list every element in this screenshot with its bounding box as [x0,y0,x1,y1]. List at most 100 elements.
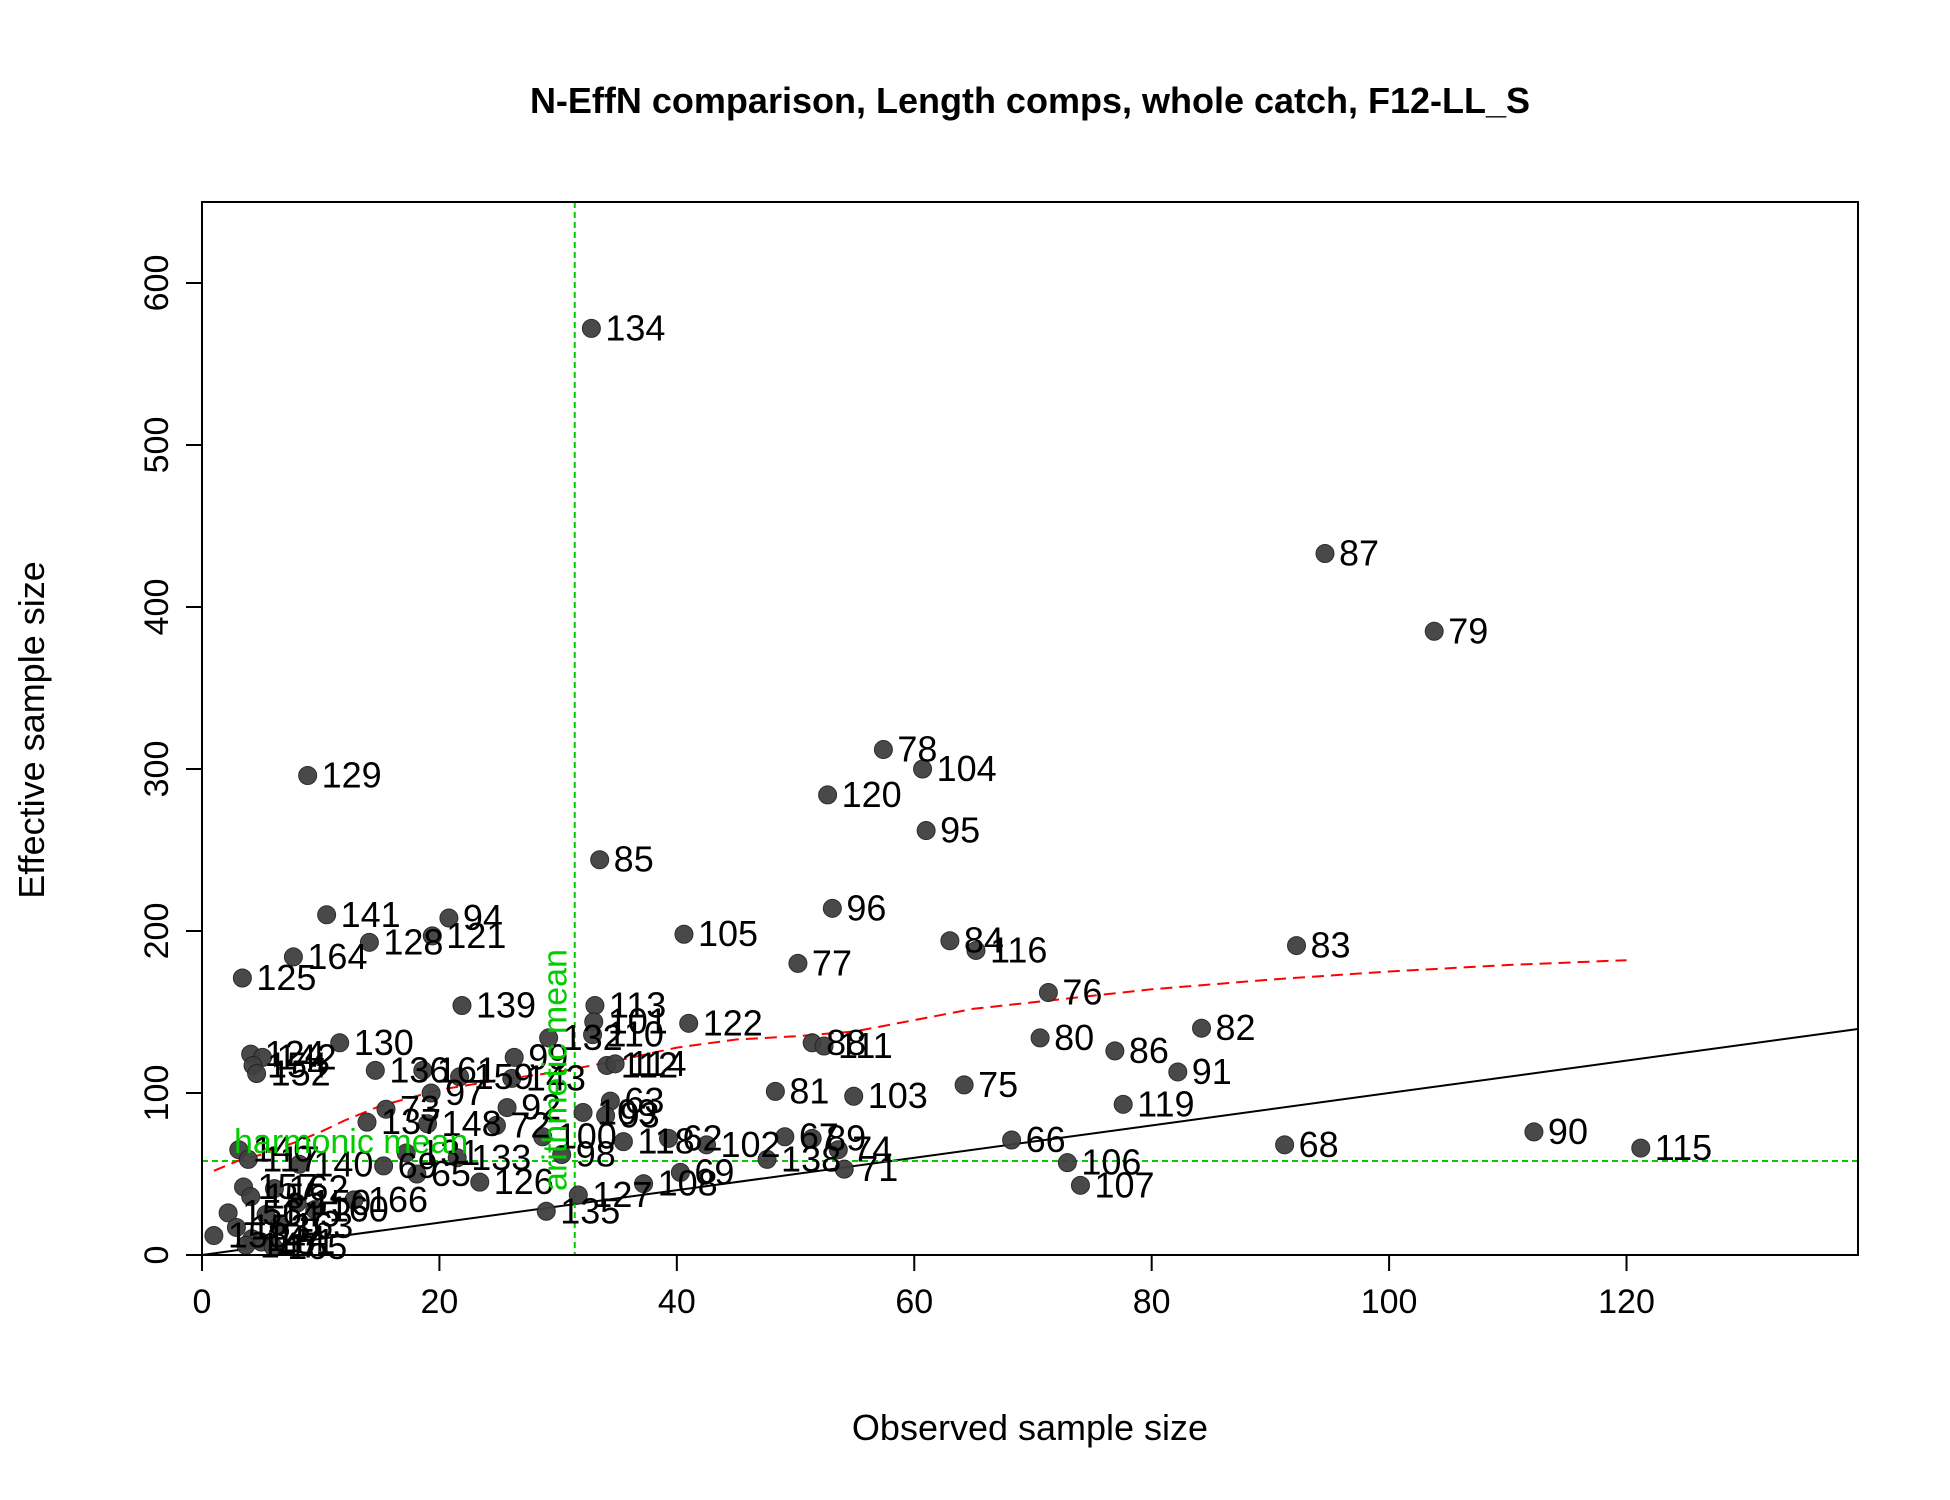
point-label: 81 [789,1070,829,1111]
data-point [697,1135,717,1155]
data-point [585,996,605,1016]
point-label: 146 [253,1129,313,1170]
data-point [568,1185,588,1205]
point-label: 124 [265,1033,325,1074]
data-point [533,1127,553,1147]
point-label: 101 [608,1001,668,1042]
point-label: 122 [703,1002,763,1043]
data-point [204,1226,224,1246]
point-label: 100 [557,1116,617,1157]
point-label: 92 [521,1087,561,1128]
data-point [818,785,838,805]
data-point [357,1112,377,1132]
data-point [283,947,303,967]
data-point [452,996,472,1016]
point-label: 67 [799,1116,839,1157]
point-label: 144 [266,1218,326,1259]
data-point [232,968,252,988]
point-label: 121 [446,915,506,956]
point-label: 125 [256,957,316,998]
point-label: 106 [1081,1142,1141,1183]
data-point [287,1193,307,1213]
x-tick-label: 20 [421,1283,459,1321]
point-label: 147 [260,1224,320,1265]
data-point [1038,983,1058,1003]
x-tick-label: 80 [1133,1283,1171,1321]
point-label: 160 [329,1189,389,1230]
point-label: 66 [1026,1119,1066,1160]
data-point [305,1200,325,1220]
point-label: 130 [354,1022,414,1063]
data-point [873,740,893,760]
data-point [1105,1041,1125,1061]
point-label: 80 [1054,1017,1094,1058]
point-label: 72 [510,1104,550,1145]
point-label: 91 [1192,1051,1232,1092]
point-label: 102 [721,1124,781,1165]
point-label: 135 [560,1190,620,1231]
point-label: 98 [576,1134,616,1175]
data-point [1192,1018,1212,1038]
point-label: 83 [1311,925,1351,966]
point-label: 136 [389,1049,449,1090]
point-label: 154 [267,1044,327,1085]
data-point [374,1156,394,1176]
point-label: 139 [476,985,536,1026]
point-label: 163 [293,1205,353,1246]
y-tick-label: 500 [138,417,176,474]
point-label: 145 [280,1194,340,1235]
point-label: 76 [1062,972,1102,1013]
point-label: 120 [842,774,902,815]
point-label: 150 [311,1182,371,1223]
point-label: 84 [964,920,1004,961]
point-label: 164 [307,936,367,977]
point-label: 113 [609,985,666,1026]
data-point [1524,1122,1544,1142]
y-tick-label: 100 [138,1065,176,1122]
data-point [765,1081,785,1101]
one-to-one-line [201,1028,1859,1256]
point-label: 116 [990,929,1047,970]
data-point [218,1203,238,1223]
data-point [1057,1153,1077,1173]
data-point [504,1047,524,1067]
point-label: 165 [287,1226,347,1267]
data-point [1070,1175,1090,1195]
point-label: 79 [1448,610,1488,651]
x-tick-label: 60 [895,1283,933,1321]
data-point [916,821,936,841]
point-label: 152 [271,1053,331,1094]
y-tick-label: 200 [138,903,176,960]
data-point [581,318,601,338]
data-point [450,1067,470,1087]
point-label: 134 [605,307,665,348]
point-label: 133 [471,1137,531,1178]
point-label: 111 [838,1025,893,1066]
data-point [1287,936,1307,956]
point-label: 127 [592,1174,652,1215]
point-label: 62 [683,1117,723,1158]
point-label: 74 [852,1129,892,1170]
smoother-line [213,959,1627,1172]
point-label: 63 [624,1080,664,1121]
data-point [775,1127,795,1147]
point-label: 88 [826,1022,866,1063]
point-label: 82 [1216,1007,1256,1048]
x-tick-label: 100 [1361,1283,1418,1321]
x-tick-label: 0 [193,1283,212,1321]
data-point [590,850,610,870]
data-point [822,898,842,918]
data-point [256,1205,276,1224]
data-point [439,908,459,928]
point-label: 153 [250,1206,310,1247]
data-point [413,1060,433,1080]
data-point [422,926,442,946]
data-point [913,759,933,779]
point-label: 68 [1299,1124,1339,1165]
data-point [447,1148,467,1168]
data-point [1030,1028,1050,1048]
data-point [1002,1130,1022,1150]
data-point [674,924,694,944]
